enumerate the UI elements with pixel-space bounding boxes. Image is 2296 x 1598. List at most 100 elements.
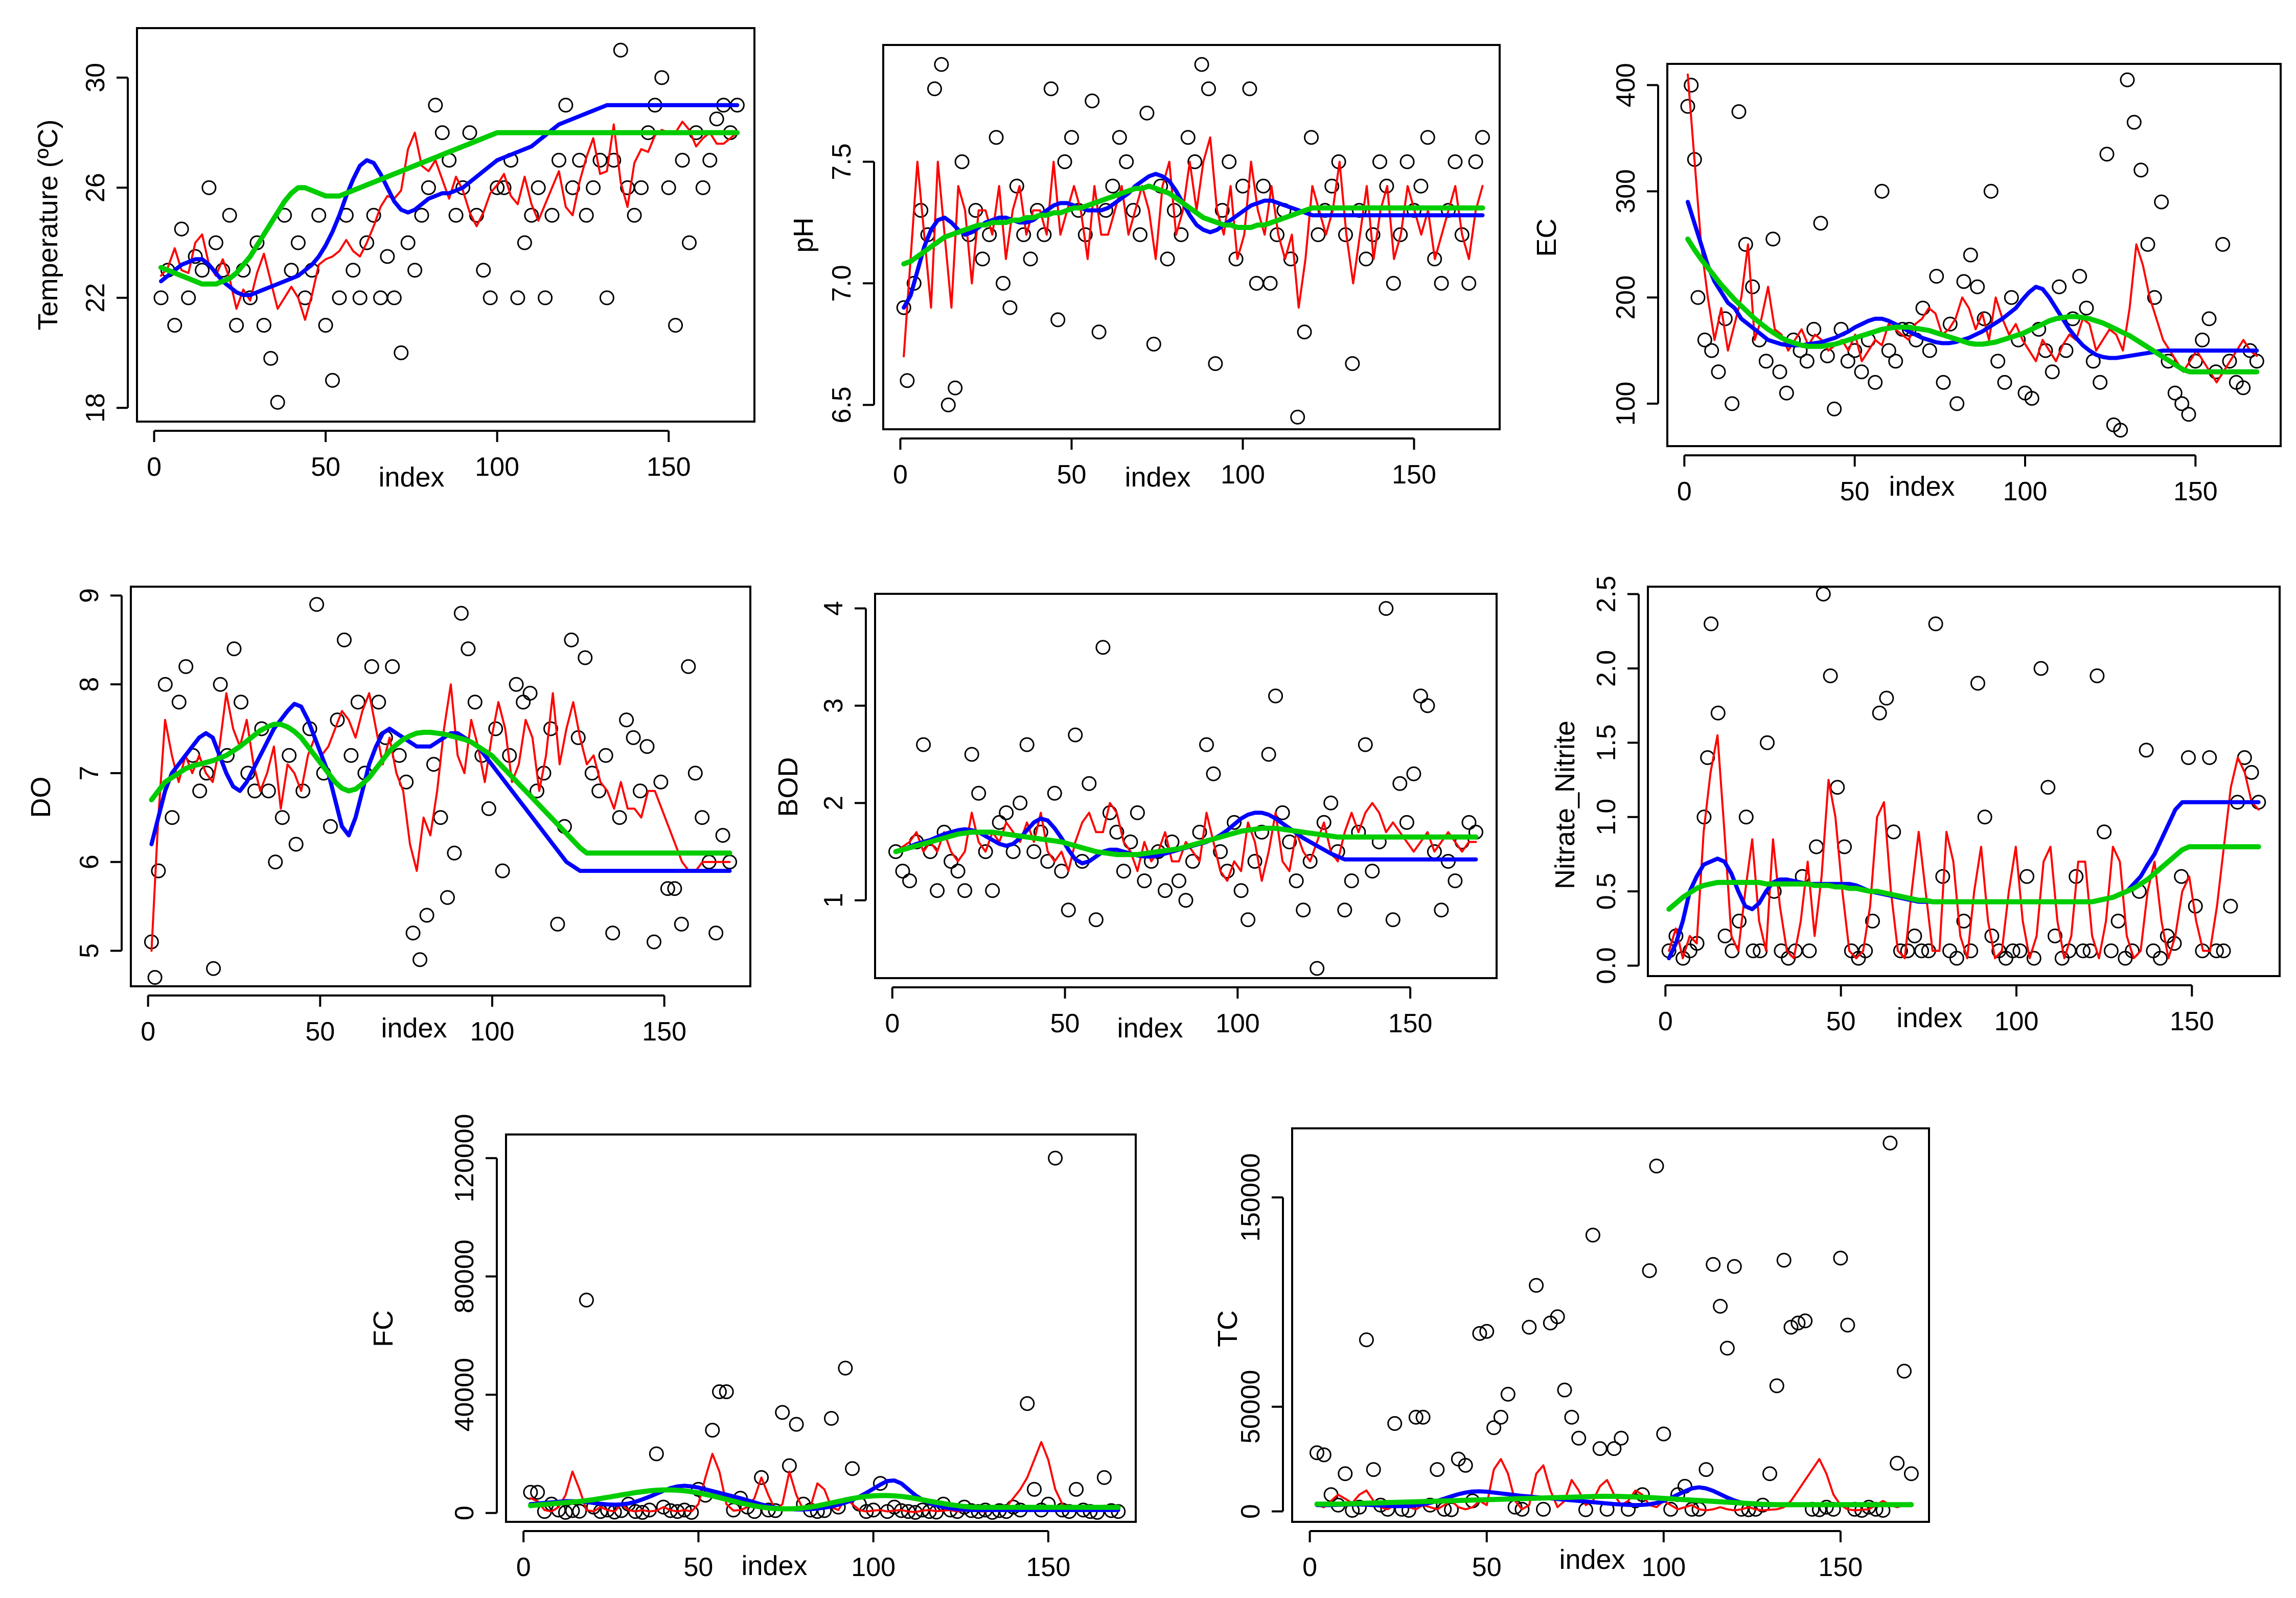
data-point — [1023, 251, 1038, 267]
data-point — [1656, 1426, 1671, 1442]
data-point — [653, 774, 669, 790]
panel-curves — [527, 1441, 1121, 1513]
plot-frame — [1647, 586, 2281, 977]
data-point — [626, 730, 641, 745]
data-point — [2079, 300, 2094, 316]
data-point — [1649, 1159, 1664, 1174]
data-point — [2153, 951, 2168, 966]
data-point — [157, 677, 173, 692]
data-point — [1119, 154, 1134, 169]
data-point — [1738, 237, 1753, 252]
data-point — [1430, 1462, 1445, 1477]
x-tick-label: 0 — [1302, 1553, 1317, 1582]
y-tick-label: 150000 — [1236, 1153, 1266, 1242]
data-point — [222, 207, 237, 223]
x-tick-label: 0 — [885, 1009, 900, 1038]
data-point — [1571, 1430, 1587, 1446]
data-point — [1776, 1253, 1792, 1268]
data-point — [1990, 354, 2006, 369]
data-point — [2167, 385, 2183, 401]
data-point — [1158, 883, 1173, 898]
y-tick-label: 100 — [1611, 382, 1641, 426]
data-point — [1393, 227, 1408, 242]
data-point — [1472, 1326, 1487, 1341]
panel-ph: 0 50 100 150 6.5 7.0 7.5 index pH — [788, 44, 1501, 493]
data-point — [544, 207, 560, 223]
data-point — [311, 207, 327, 223]
x-axis-title: index — [1124, 462, 1190, 493]
data-point — [448, 207, 464, 223]
data-point — [1706, 1257, 1721, 1272]
green-curve — [1685, 236, 2260, 375]
x-tick-label: 100 — [1215, 1009, 1260, 1038]
y-tick-label: 40000 — [450, 1358, 479, 1432]
data-point — [948, 380, 963, 396]
y-tick-label: 80000 — [450, 1239, 479, 1313]
data-point — [1536, 1501, 1551, 1517]
data-point — [634, 180, 649, 195]
x-tick-label: 50 — [311, 452, 340, 482]
data-point — [243, 290, 258, 306]
plot-frame — [136, 27, 755, 423]
data-point — [1963, 247, 1978, 263]
data-point — [371, 694, 386, 710]
data-point — [687, 766, 703, 781]
data-point — [605, 925, 621, 941]
data-point — [950, 864, 966, 879]
data-point — [1019, 737, 1035, 752]
plot-frame — [1291, 1127, 1930, 1523]
data-point — [902, 873, 917, 889]
panel-tc: 0 50 100 150 0 50000 150000 index TC — [1212, 1127, 1930, 1582]
data-point — [1448, 154, 1463, 169]
data-point — [1408, 1409, 1423, 1425]
data-point — [2181, 407, 2196, 422]
x-axis-title: index — [1559, 1544, 1625, 1575]
data-point — [461, 641, 476, 657]
x-tick-label: 150 — [642, 1017, 686, 1047]
panel-curves — [893, 802, 1479, 882]
data-point — [153, 290, 169, 306]
data-point — [1290, 409, 1305, 425]
data-point — [1262, 275, 1278, 291]
data-point — [1881, 343, 1896, 358]
blue-curve — [902, 172, 1485, 310]
blue-curve — [528, 1478, 1120, 1512]
data-point — [1213, 844, 1228, 859]
data-point — [1047, 785, 1062, 801]
data-point — [325, 373, 340, 388]
data-point — [350, 694, 365, 710]
x-tick-label: 100 — [1994, 1007, 2039, 1036]
data-point — [274, 810, 290, 825]
data-point — [1890, 1455, 1905, 1471]
x-axis: 0 50 100 150 — [1302, 1530, 1863, 1582]
data-point — [1783, 1319, 1799, 1335]
data-point — [270, 395, 285, 410]
data-point — [1840, 1317, 1855, 1333]
x-tick-label: 0 — [147, 452, 162, 482]
data-point — [996, 275, 1011, 291]
data-point — [1872, 705, 1887, 721]
data-point — [1865, 913, 1880, 929]
data-point — [1337, 902, 1352, 918]
green-curve — [1314, 1494, 1914, 1508]
data-point — [2154, 194, 2169, 210]
y-axis: 5 6 7 8 9 — [75, 588, 123, 958]
data-point — [171, 694, 187, 710]
data-point — [639, 739, 655, 754]
data-point — [1769, 1378, 1784, 1394]
data-point — [1359, 1332, 1374, 1348]
y-tick-label: 1.5 — [1592, 724, 1621, 761]
data-point — [1413, 688, 1428, 704]
data-point — [1385, 912, 1400, 928]
data-point — [1057, 154, 1072, 169]
data-point — [964, 747, 979, 762]
y-tick-label: 200 — [1611, 275, 1641, 320]
data-point — [1493, 1409, 1508, 1425]
data-point — [1840, 354, 1855, 369]
data-point — [199, 766, 214, 781]
data-point — [954, 154, 970, 169]
data-point — [1897, 1363, 1912, 1379]
data-point — [181, 290, 196, 306]
data-point — [1358, 737, 1373, 752]
data-point — [1949, 396, 1965, 411]
